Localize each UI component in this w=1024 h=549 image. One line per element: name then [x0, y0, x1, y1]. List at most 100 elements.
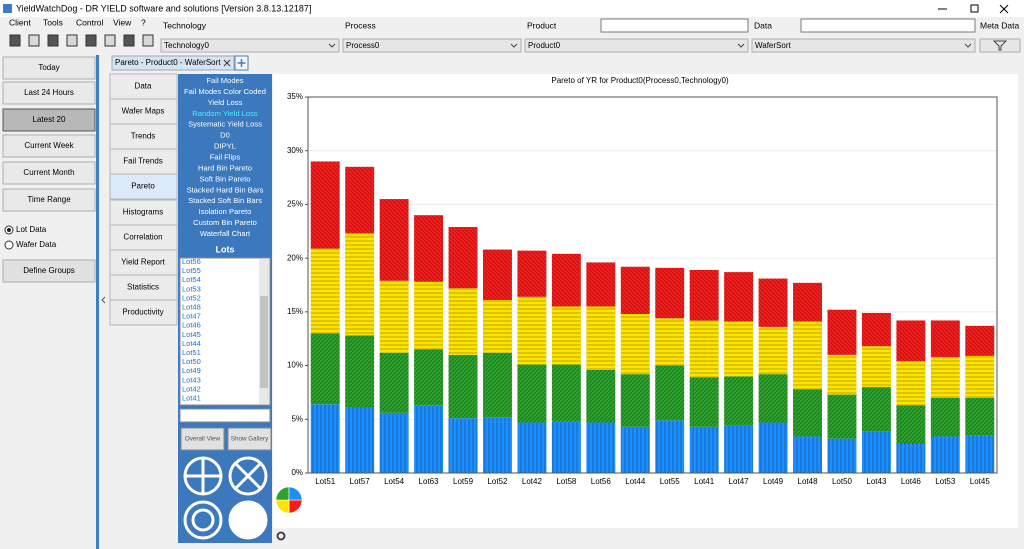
lot-item[interactable]: Lot55 [182, 266, 201, 275]
toolbar-icon[interactable] [66, 34, 78, 47]
analysis-item[interactable]: Systematic Yield Loss [188, 120, 262, 129]
bar-segment [551, 306, 581, 365]
radio-button[interactable] [4, 240, 14, 250]
lot-item[interactable]: Lot47 [182, 312, 201, 321]
radio-label: Wafer Data [16, 240, 57, 249]
maximize-button[interactable] [970, 4, 979, 13]
analysis-item[interactable]: Stacked Hard Bin Bars [187, 185, 264, 194]
nav-button[interactable] [109, 98, 178, 125]
panel-button[interactable] [227, 427, 272, 451]
time-button[interactable] [2, 134, 96, 158]
x-tick-label: Lot63 [419, 477, 440, 486]
menu-item[interactable]: ? [141, 17, 146, 27]
lot-item[interactable]: Lot54 [182, 275, 201, 284]
bar-segment [861, 346, 891, 388]
toolbar-icon[interactable] [85, 34, 97, 47]
nav-button[interactable] [109, 299, 178, 326]
nav-button[interactable] [109, 274, 178, 301]
bar-segment [896, 320, 926, 362]
nav-button[interactable] [109, 173, 178, 200]
toolbar-icon[interactable] [47, 34, 59, 47]
collapse-arrow[interactable] [101, 296, 106, 304]
nav-button[interactable] [109, 249, 178, 276]
bar-segment [793, 321, 822, 390]
bar-segment [517, 364, 547, 423]
time-button[interactable] [2, 56, 96, 80]
y-tick-label: 20% [287, 253, 303, 262]
lot-item[interactable]: Lot49 [182, 366, 201, 375]
time-button[interactable] [2, 188, 96, 212]
time-button-label: Time Range [27, 195, 71, 204]
menu-item[interactable]: Tools [43, 17, 63, 27]
menu-item[interactable]: Control [76, 17, 104, 27]
define-groups-label: Define Groups [23, 266, 75, 275]
toolbar-icon[interactable] [142, 34, 154, 47]
analysis-item[interactable]: DIPYL [214, 142, 236, 151]
nav-button[interactable] [109, 224, 178, 251]
analysis-item[interactable]: Fail Modes [206, 76, 243, 85]
analysis-item[interactable]: Soft Bin Pareto [199, 174, 250, 183]
lot-item[interactable]: Lot48 [182, 302, 201, 311]
analysis-item[interactable]: Fail Modes Color Coded [184, 87, 266, 96]
product-search[interactable] [600, 18, 749, 33]
gallery-icon[interactable] [228, 456, 268, 496]
data-search[interactable] [800, 18, 976, 33]
filter-combo[interactable] [524, 38, 749, 53]
gallery-icon[interactable] [183, 500, 223, 540]
lot-item[interactable]: Lot46 [182, 321, 201, 330]
bar-segment [620, 374, 650, 427]
panel-button[interactable] [180, 427, 225, 451]
lot-filter-input[interactable] [179, 408, 271, 423]
panel-button-label: Overall View [185, 436, 221, 443]
menu-item[interactable]: View [113, 17, 132, 27]
bar-segment [414, 215, 444, 282]
toolbar-icon[interactable] [123, 34, 135, 47]
x-tick-label: Lot43 [866, 477, 887, 486]
analysis-item[interactable]: Waterfall Chart [200, 229, 251, 238]
analysis-item[interactable]: Custom Bin Pareto [193, 218, 257, 227]
lot-item[interactable]: Lot41 [182, 393, 201, 402]
time-button[interactable] [2, 108, 96, 132]
lot-item[interactable]: Lot45 [182, 330, 201, 339]
bar-segment [586, 262, 616, 307]
lot-item[interactable]: Lot53 [182, 284, 201, 293]
chart-type-icon[interactable] [288, 486, 303, 501]
filter-combo[interactable] [342, 38, 522, 53]
nav-button[interactable] [109, 123, 178, 150]
filter-button[interactable] [979, 38, 1021, 53]
filter-combo[interactable] [751, 38, 976, 53]
lot-item[interactable]: Lot52 [182, 293, 201, 302]
define-groups-button[interactable] [2, 259, 96, 283]
gallery-icon[interactable] [228, 500, 268, 540]
lot-item[interactable]: Lot50 [182, 357, 201, 366]
time-button[interactable] [2, 161, 96, 185]
lot-item[interactable]: Lot43 [182, 375, 201, 384]
lot-item[interactable]: Lot44 [182, 339, 201, 348]
y-tick-label: 35% [287, 92, 303, 101]
settings-gear[interactable] [276, 531, 286, 541]
analysis-item[interactable]: Hard Bin Pareto [198, 163, 252, 172]
bar-segment [517, 422, 547, 473]
analysis-item[interactable]: Stacked Soft Bin Bars [188, 196, 262, 205]
analysis-item[interactable]: Yield Loss [208, 98, 243, 107]
menu-item[interactable]: Client [9, 17, 31, 27]
analysis-item[interactable]: Isolation Pareto [199, 207, 252, 216]
bar-segment [448, 226, 478, 289]
lot-item[interactable]: Lot42 [182, 384, 201, 393]
scrollbar-thumb[interactable] [260, 296, 268, 388]
document-tab[interactable] [111, 55, 235, 71]
nav-label: Fail Trends [123, 157, 163, 166]
analysis-item[interactable]: D0 [220, 131, 230, 140]
filter-combo[interactable] [160, 38, 340, 53]
time-button[interactable] [2, 81, 96, 105]
toolbar-icon[interactable] [104, 34, 116, 47]
toolbar-icon[interactable] [9, 34, 21, 47]
filter-value: WaferSort [755, 41, 791, 50]
analysis-item[interactable]: Fail Flips [210, 153, 241, 162]
nav-button[interactable] [109, 199, 178, 226]
toolbar-icon[interactable] [28, 34, 40, 47]
analysis-item[interactable]: Random Yield Loss [192, 109, 258, 118]
lot-item[interactable]: Lot51 [182, 348, 201, 357]
lot-item[interactable]: Lot56 [182, 257, 201, 266]
